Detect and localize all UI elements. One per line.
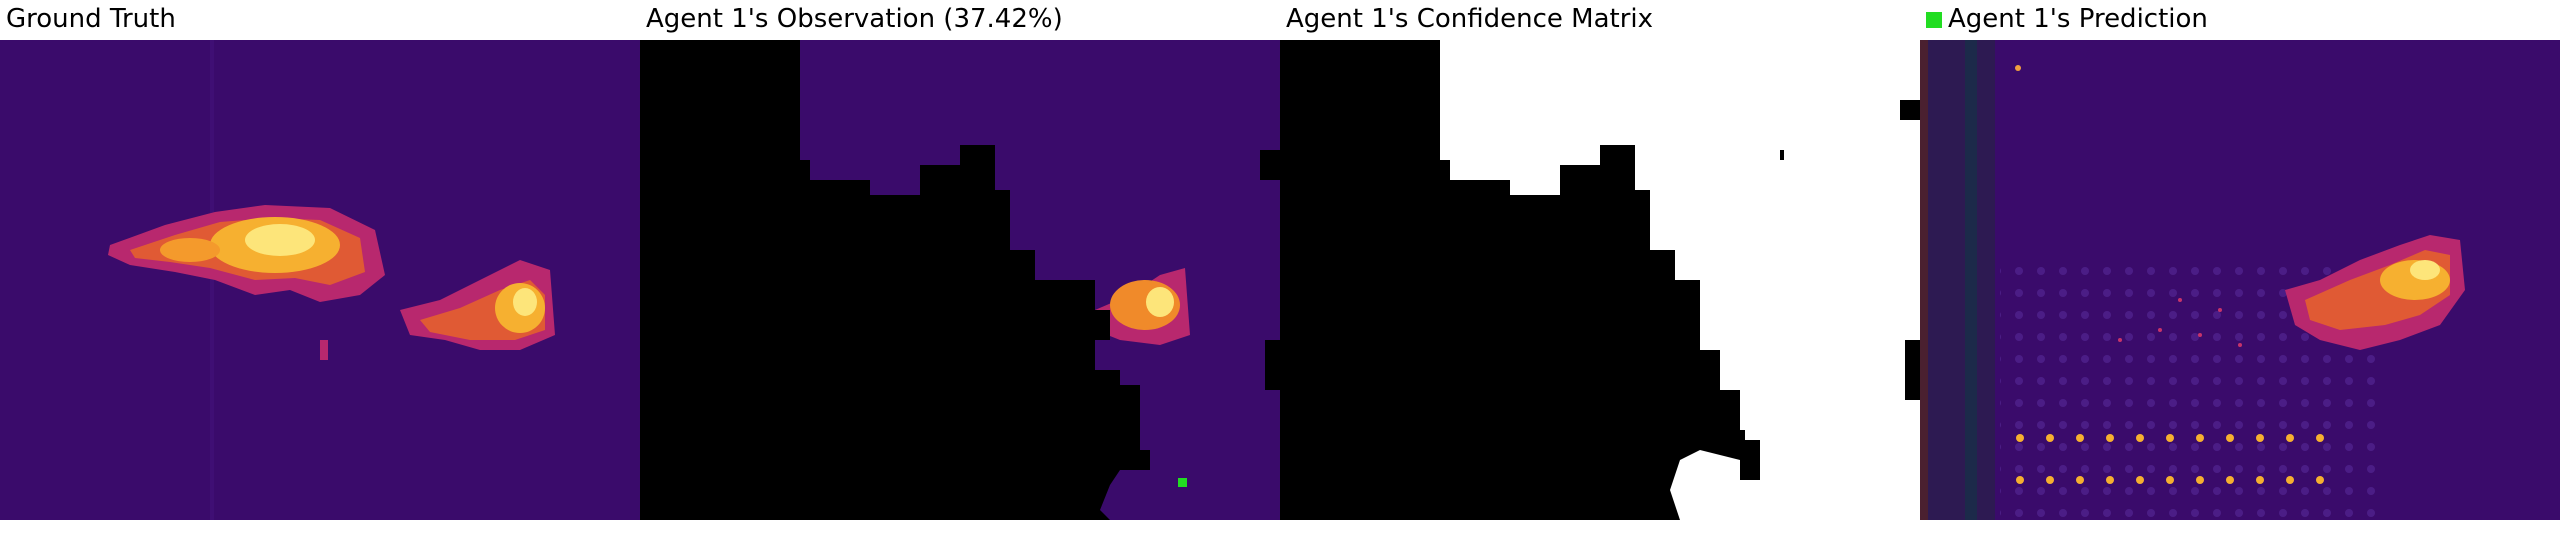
confidence-panel: Agent 1's Confidence Matrix xyxy=(1280,0,1920,520)
ground-truth-title: Ground Truth xyxy=(6,4,176,34)
observation-masked-heatmap xyxy=(640,40,1280,520)
agent-marker-icon xyxy=(1178,478,1187,487)
prediction-title: Agent 1's Prediction xyxy=(1926,2,2208,36)
prediction-panel: Agent 1's Prediction xyxy=(1920,0,2560,520)
prediction-title-text: Agent 1's Prediction xyxy=(1948,4,2208,34)
ground-truth-heatmap xyxy=(0,40,640,520)
confidence-matrix xyxy=(1280,40,1920,520)
confidence-title: Agent 1's Confidence Matrix xyxy=(1286,4,1654,34)
ground-truth-panel: Ground Truth xyxy=(0,0,640,520)
agent-legend-icon xyxy=(1926,12,1942,28)
prediction-heatmap xyxy=(1920,40,2560,520)
observation-title: Agent 1's Observation (37.42%) xyxy=(646,4,1063,34)
observation-panel: Agent 1's Observation (37.42%) xyxy=(640,0,1280,520)
